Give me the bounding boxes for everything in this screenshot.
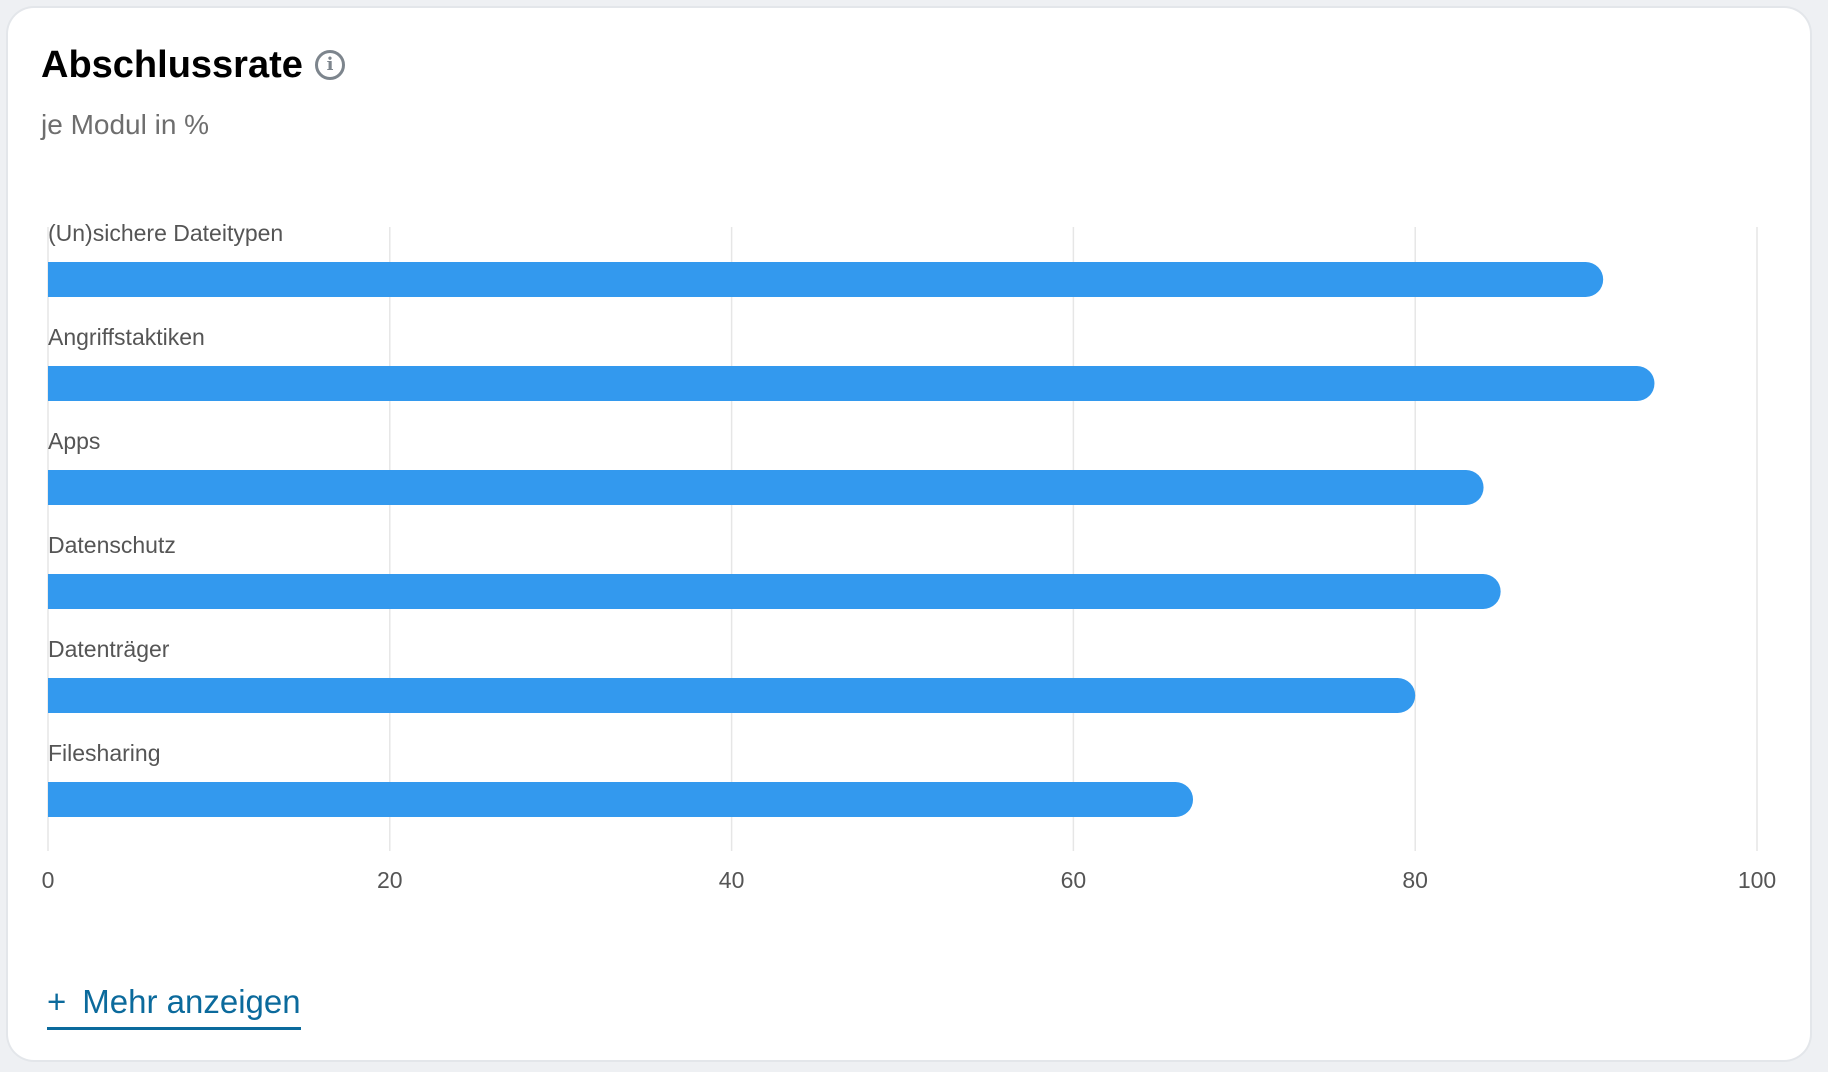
category-label: Datenträger — [48, 636, 170, 662]
chart-title: Abschlussrate — [41, 44, 303, 86]
plus-icon: + — [47, 983, 67, 1020]
chart-card: Abschlussrate i je Modul in % + Mehr anze… — [8, 8, 1810, 1060]
x-tick-label: 80 — [1402, 867, 1428, 893]
x-tick-label: 60 — [1061, 867, 1087, 893]
bar — [48, 782, 1194, 817]
bar — [48, 470, 1484, 505]
bar — [48, 678, 1416, 713]
category-label: (Un)sichere Dateitypen — [48, 220, 283, 246]
x-tick-label: 40 — [719, 867, 745, 893]
show-more-label: Mehr anzeigen — [82, 983, 301, 1020]
chart-subtitle: je Modul in % — [41, 109, 210, 140]
x-tick-label: 0 — [42, 867, 55, 893]
show-more-link[interactable]: + Mehr anzeigen — [47, 983, 301, 1030]
category-label: Angriffstaktiken — [48, 324, 205, 350]
category-label: Apps — [48, 428, 100, 454]
info-circle-icon[interactable]: i — [315, 50, 345, 80]
x-tick-label: 100 — [1738, 867, 1776, 893]
bar — [48, 262, 1604, 297]
category-label: Filesharing — [48, 740, 161, 766]
bar — [48, 366, 1655, 401]
x-tick-label: 20 — [377, 867, 403, 893]
bar — [48, 574, 1501, 609]
category-label: Datenschutz — [48, 532, 176, 558]
